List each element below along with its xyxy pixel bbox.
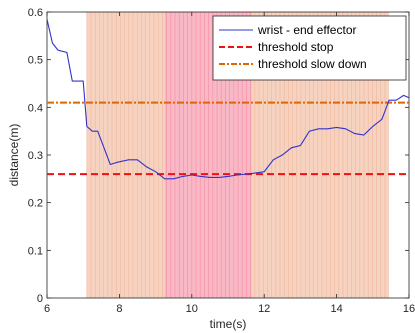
y-axis-label: distance(m) bbox=[7, 124, 21, 187]
x-tick-label: 10 bbox=[186, 303, 198, 315]
y-tick-label: 0.5 bbox=[28, 55, 43, 67]
y-tick-label: 0.4 bbox=[28, 102, 43, 114]
legend-entry-wrist: wrist - end effector bbox=[257, 23, 356, 37]
y-tick-label: 0 bbox=[37, 293, 43, 305]
x-tick-label: 8 bbox=[116, 303, 122, 315]
y-tick-label: 0.1 bbox=[28, 245, 43, 257]
y-tick-label: 0.2 bbox=[28, 198, 43, 210]
legend-box bbox=[212, 15, 407, 81]
x-tick-label: 16 bbox=[403, 303, 415, 315]
legend-entry-threshold-stop: threshold stop bbox=[258, 40, 334, 54]
x-tick-label: 6 bbox=[44, 303, 50, 315]
legend-entry-threshold-slow-down: threshold slow down bbox=[258, 57, 367, 71]
y-tick-label: 0.6 bbox=[28, 7, 43, 19]
wrist-end-effector-line bbox=[46, 19, 410, 180]
ticks: 6 8 10 12 14 16 0 0.1 0.2 0.3 0.4 0.5 0.6 bbox=[28, 7, 415, 315]
series-lines bbox=[46, 19, 410, 180]
x-tick-label: 12 bbox=[258, 303, 270, 315]
legend: wrist - end effector threshold stop thre… bbox=[212, 15, 407, 81]
x-tick-label: 14 bbox=[330, 303, 342, 315]
y-tick-label: 0.3 bbox=[28, 150, 43, 162]
x-axis-label: time(s) bbox=[210, 317, 247, 331]
